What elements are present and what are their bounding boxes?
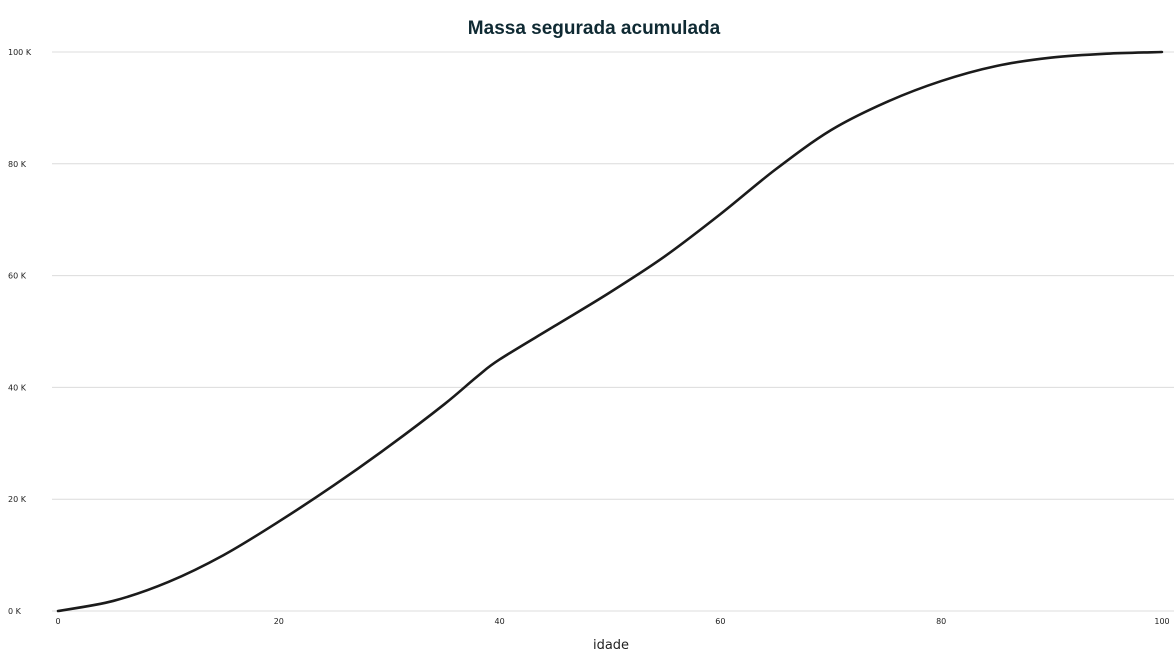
x-tick-label: 0 [55,617,60,626]
x-axis-ticks: 0 20 40 60 80 100 [55,617,1169,626]
x-tick-label: 80 [936,617,946,626]
series-layer [56,50,1164,613]
x-tick-label: 20 [274,617,284,626]
y-tick-label: 40 K [8,383,27,392]
x-axis-title: idade [593,638,629,653]
x-tick-label: 40 [495,617,505,626]
y-tick-label: 0 K [8,607,22,616]
chart-title: Massa segurada acumulada [468,18,721,39]
series-line [56,50,1164,613]
y-axis-ticks: 0 K 20 K 40 K 60 K 80 K 100 K [8,48,32,616]
y-tick-label: 60 K [8,272,27,281]
y-tick-label: 20 K [8,495,27,504]
x-tick-label: 100 [1154,617,1169,626]
y-tick-label: 80 K [8,160,27,169]
gridlines [52,51,1174,612]
x-tick-label: 60 [715,617,725,626]
y-tick-label: 100 K [8,48,32,57]
